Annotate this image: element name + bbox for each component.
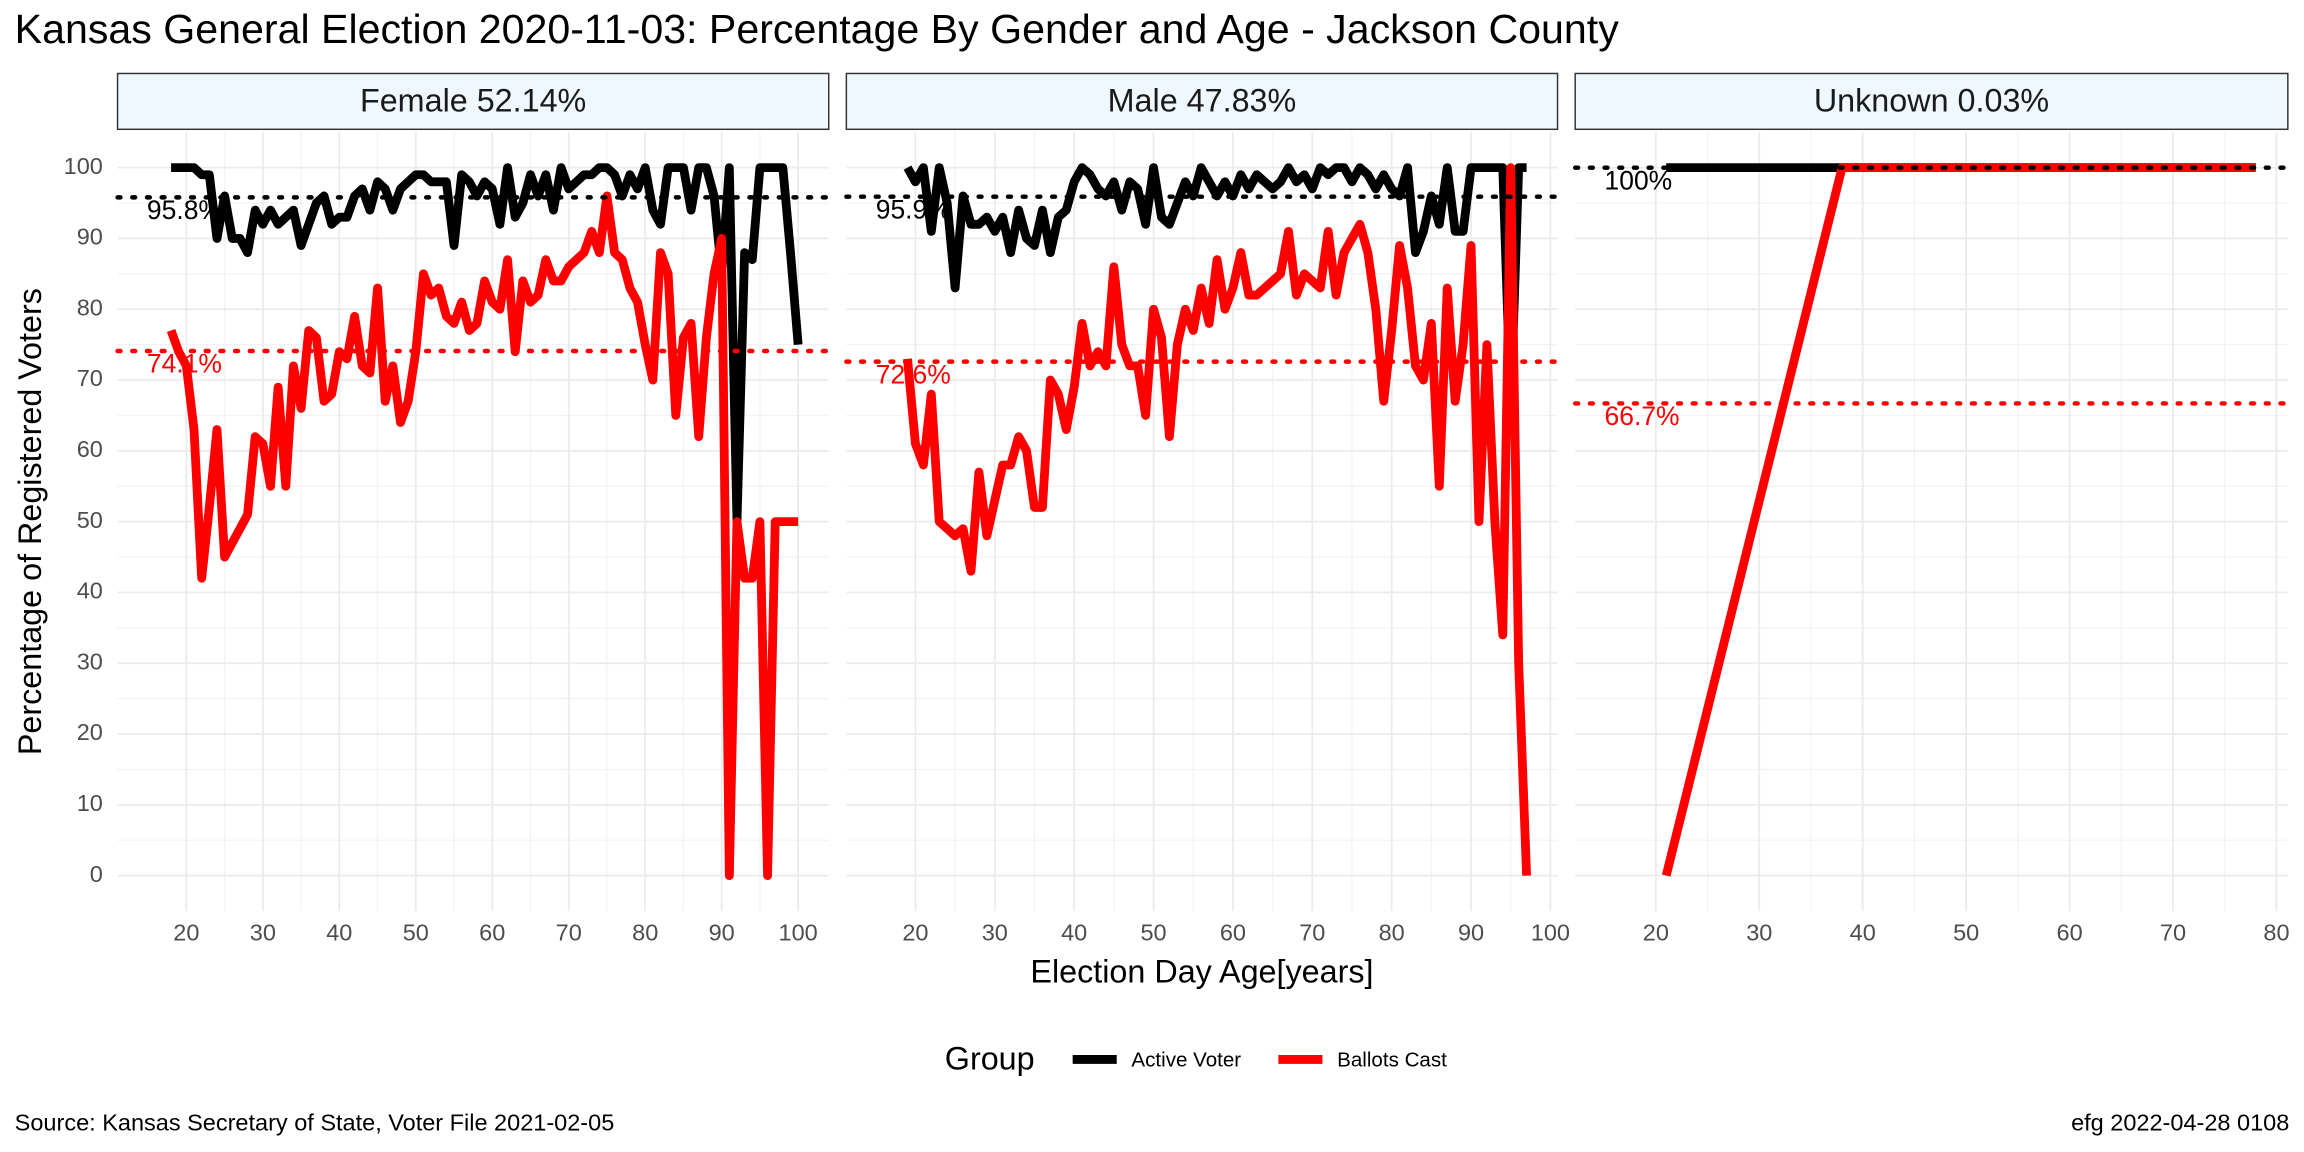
legend-label: Active Voter: [1131, 1048, 1241, 1071]
facet-title: Male 47.83%: [1108, 82, 1297, 118]
y-tick-label: 0: [90, 861, 103, 887]
x-tick-label: 20: [1643, 920, 1669, 946]
stamp-caption: efg 2022-04-28 0108: [2071, 1109, 2289, 1135]
y-tick-label: 60: [77, 436, 103, 462]
legend-title: Group: [945, 1040, 1035, 1076]
chart-title: Kansas General Election 2020-11-03: Perc…: [15, 6, 1620, 52]
x-tick-label: 30: [1746, 920, 1772, 946]
facet-title: Female 52.14%: [360, 82, 586, 118]
reference-label: 95.8%: [147, 195, 222, 225]
y-tick-label: 20: [77, 719, 103, 745]
x-tick-label: 90: [709, 920, 735, 946]
x-tick-label: 40: [1061, 920, 1087, 946]
reference-label: 74.1%: [147, 349, 222, 379]
x-tick-label: 30: [250, 920, 276, 946]
x-axis-title: Election Day Age[years]: [1030, 954, 1373, 990]
x-tick-label: 60: [2057, 920, 2083, 946]
x-tick-label: 50: [1953, 920, 1979, 946]
y-tick-label: 30: [77, 648, 103, 674]
x-tick-label: 60: [1220, 920, 1246, 946]
x-tick-label: 100: [779, 920, 818, 946]
x-tick-label: 100: [1531, 920, 1570, 946]
y-tick-label: 90: [77, 224, 103, 250]
source-caption: Source: Kansas Secretary of State, Voter…: [15, 1109, 615, 1135]
x-tick-label: 70: [1299, 920, 1325, 946]
legend-label: Ballots Cast: [1337, 1048, 1447, 1071]
facet-strip: [845, 72, 1559, 131]
x-tick-label: 80: [2263, 920, 2289, 946]
series-line: [903, 163, 1531, 876]
x-tick-label: 80: [632, 920, 658, 946]
facet-strip: [116, 72, 830, 131]
facet-strip: [1574, 72, 2289, 131]
x-tick-label: 50: [1140, 920, 1166, 946]
x-tick-label: 40: [326, 920, 352, 946]
facet-title: Unknown 0.03%: [1814, 82, 2049, 118]
y-tick-label: 80: [77, 294, 103, 320]
y-tick-label: 10: [77, 790, 103, 816]
reference-label: 95.9%: [876, 194, 951, 224]
x-tick-label: 40: [1850, 920, 1876, 946]
reference-label: 100%: [1605, 165, 1673, 195]
reference-label: 66.7%: [1605, 401, 1680, 431]
x-tick-label: 30: [982, 920, 1008, 946]
x-tick-label: 90: [1458, 920, 1484, 946]
series-line: [166, 191, 799, 881]
y-axis-title: Percentage of Registered Voters: [12, 288, 48, 755]
x-tick-label: 80: [1379, 920, 1405, 946]
y-tick-label: 100: [64, 153, 103, 179]
x-tick-label: 70: [556, 920, 582, 946]
x-tick-label: 50: [403, 920, 429, 946]
reference-label: 72.6%: [876, 359, 951, 389]
x-tick-label: 70: [2160, 920, 2186, 946]
y-tick-label: 70: [77, 365, 103, 391]
y-tick-label: 40: [77, 578, 103, 604]
x-tick-label: 60: [479, 920, 505, 946]
x-tick-label: 20: [173, 920, 199, 946]
y-tick-label: 50: [77, 507, 103, 533]
x-tick-label: 20: [902, 920, 928, 946]
